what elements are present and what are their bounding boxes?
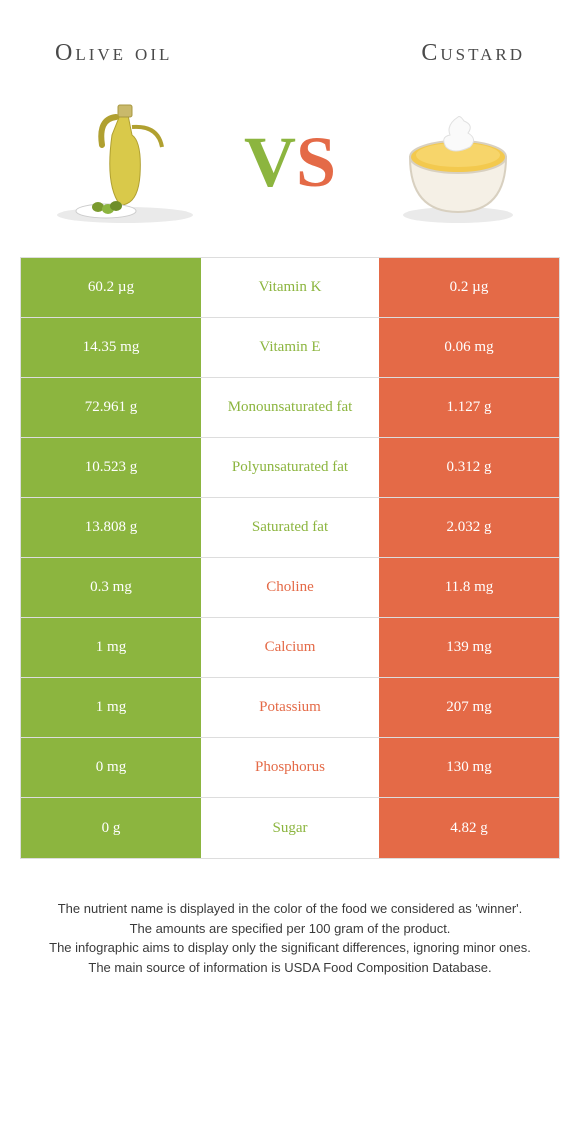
table-row: 14.35 mgVitamin E0.06 mg: [21, 318, 559, 378]
nutrient-name: Polyunsaturated fat: [201, 438, 379, 497]
title-left: Olive oil: [55, 40, 172, 67]
footer-line: The infographic aims to display only the…: [30, 938, 550, 958]
table-row: 60.2 µgVitamin K0.2 µg: [21, 258, 559, 318]
value-left: 72.961 g: [21, 378, 201, 437]
value-left: 14.35 mg: [21, 318, 201, 377]
value-right: 0.2 µg: [379, 258, 559, 317]
value-right: 4.82 g: [379, 798, 559, 858]
value-right: 2.032 g: [379, 498, 559, 557]
table-row: 0 gSugar4.82 g: [21, 798, 559, 858]
footer-notes: The nutrient name is displayed in the co…: [0, 859, 580, 997]
vs-s: S: [296, 121, 336, 204]
value-right: 0.06 mg: [379, 318, 559, 377]
nutrient-name: Potassium: [201, 678, 379, 737]
olive-oil-image: [50, 97, 200, 227]
nutrient-name: Calcium: [201, 618, 379, 677]
table-row: 0.3 mgCholine11.8 mg: [21, 558, 559, 618]
comparison-table: 60.2 µgVitamin K0.2 µg14.35 mgVitamin E0…: [20, 257, 560, 859]
table-row: 1 mgCalcium139 mg: [21, 618, 559, 678]
nutrient-name: Vitamin K: [201, 258, 379, 317]
nutrient-name: Vitamin E: [201, 318, 379, 377]
custard-image: [380, 97, 530, 227]
value-right: 139 mg: [379, 618, 559, 677]
title-right: Custard: [421, 40, 525, 67]
header: Olive oil Custard: [0, 0, 580, 87]
value-right: 130 mg: [379, 738, 559, 797]
nutrient-name: Monounsaturated fat: [201, 378, 379, 437]
footer-line: The amounts are specified per 100 gram o…: [30, 919, 550, 939]
vs-label: VS: [244, 121, 336, 204]
vs-v: V: [244, 121, 296, 204]
value-right: 1.127 g: [379, 378, 559, 437]
value-left: 60.2 µg: [21, 258, 201, 317]
table-row: 1 mgPotassium207 mg: [21, 678, 559, 738]
value-right: 207 mg: [379, 678, 559, 737]
nutrient-name: Choline: [201, 558, 379, 617]
value-left: 1 mg: [21, 678, 201, 737]
value-right: 0.312 g: [379, 438, 559, 497]
nutrient-name: Saturated fat: [201, 498, 379, 557]
images-row: VS: [0, 87, 580, 257]
table-row: 13.808 gSaturated fat2.032 g: [21, 498, 559, 558]
table-row: 0 mgPhosphorus130 mg: [21, 738, 559, 798]
nutrient-name: Sugar: [201, 798, 379, 858]
value-left: 10.523 g: [21, 438, 201, 497]
value-left: 13.808 g: [21, 498, 201, 557]
value-left: 0.3 mg: [21, 558, 201, 617]
value-left: 1 mg: [21, 618, 201, 677]
footer-line: The nutrient name is displayed in the co…: [30, 899, 550, 919]
nutrient-name: Phosphorus: [201, 738, 379, 797]
footer-line: The main source of information is USDA F…: [30, 958, 550, 978]
value-left: 0 g: [21, 798, 201, 858]
value-left: 0 mg: [21, 738, 201, 797]
table-row: 10.523 gPolyunsaturated fat0.312 g: [21, 438, 559, 498]
table-row: 72.961 gMonounsaturated fat1.127 g: [21, 378, 559, 438]
value-right: 11.8 mg: [379, 558, 559, 617]
